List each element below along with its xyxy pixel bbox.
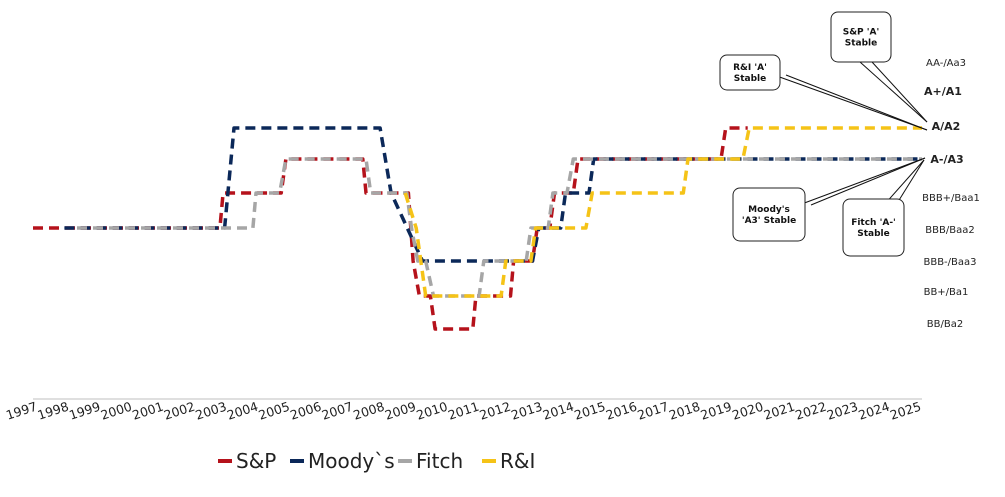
rating-labels: AA-/Aa3 A+/A1 A/A2 A-/A3 BBB+/Baa1 BBB/Baa2 BB… <box>922 58 980 330</box>
series-line-fitch <box>77 157 922 298</box>
x-tick-label: 2014 <box>541 399 576 423</box>
callout-box <box>830 11 892 63</box>
x-tick-label: 2000 <box>99 399 134 423</box>
rating-label: BB+/Ba1 <box>924 287 969 298</box>
x-tick-label: 2009 <box>383 399 418 423</box>
rating-label: A-/A3 <box>930 153 963 166</box>
callout-text: Stable <box>734 74 767 84</box>
rating-callout: R&I 'A'Stable <box>719 54 928 131</box>
callout-text: Moody's <box>748 205 790 215</box>
x-tick-label: 2017 <box>635 399 670 423</box>
rating-callout: Moody's'A3' Stable <box>732 157 926 242</box>
x-tick-label: 2024 <box>856 399 891 423</box>
rating-callout: Fitch 'A-'Stable <box>842 159 925 257</box>
x-tick-label: 2010 <box>414 399 449 423</box>
x-tick-label: 2003 <box>193 399 228 423</box>
rating-label: BBB-/Baa3 <box>923 257 976 268</box>
x-tick-label: 2013 <box>509 399 544 423</box>
legend: S&P Moody`s Fitch R&I <box>218 449 535 473</box>
x-tick-label: 2004 <box>225 399 260 423</box>
x-tick-label: 2018 <box>667 399 702 423</box>
rating-label: BBB/Baa2 <box>925 225 974 236</box>
x-tick-label: 2012 <box>478 399 513 423</box>
series-layer <box>33 126 922 331</box>
x-tick-label: 2006 <box>288 399 323 423</box>
series-line-s-p <box>33 126 748 331</box>
callout-box <box>732 187 806 242</box>
x-tick-label: 2021 <box>762 399 797 423</box>
x-tick-label: 2016 <box>604 399 639 423</box>
callout-box <box>842 198 905 257</box>
x-tick-label: 2001 <box>130 399 165 423</box>
x-tick-label: 2025 <box>888 399 923 423</box>
rating-label: A/A2 <box>932 120 961 133</box>
rating-label: A+/A1 <box>924 85 962 98</box>
rating-label: BBB+/Baa1 <box>922 193 980 204</box>
x-tick-label: 1999 <box>67 399 102 423</box>
x-tick-label: 2002 <box>162 399 197 423</box>
x-tick-label: 2015 <box>572 399 607 423</box>
legend-label: Fitch <box>416 449 463 473</box>
x-tick-label: 2007 <box>320 399 355 423</box>
legend-item: Moody`s <box>290 449 395 473</box>
callout-text: R&I 'A' <box>733 63 767 73</box>
callout-text: Fitch 'A-' <box>851 218 896 228</box>
rating-label: AA-/Aa3 <box>926 58 966 69</box>
legend-label: Moody`s <box>308 449 395 473</box>
x-tick-label: 2008 <box>351 399 386 423</box>
rating-label: BB/Ba2 <box>927 319 963 330</box>
x-tick-label: 2022 <box>793 399 828 423</box>
legend-item: Fitch <box>398 449 463 473</box>
x-tick-labels: 1997199819992000200120022003200420052006… <box>4 399 923 423</box>
legend-item: S&P <box>218 449 276 473</box>
callout-text: 'A3' Stable <box>742 216 796 226</box>
x-tick-label: 1997 <box>4 399 39 423</box>
callout-text: S&P 'A' <box>843 28 880 38</box>
legend-label: R&I <box>500 449 535 473</box>
series-line-r-i <box>403 126 922 298</box>
x-tick-label: 1998 <box>36 399 71 423</box>
x-tick-label: 2023 <box>825 399 860 423</box>
x-tick-label: 2011 <box>446 399 481 423</box>
legend-item: R&I <box>482 449 535 473</box>
rating-callout: S&P 'A'Stable <box>830 11 928 123</box>
x-tick-label: 2005 <box>257 399 292 423</box>
callout-text: Stable <box>857 229 890 239</box>
legend-label: S&P <box>236 449 276 473</box>
x-tick-label: 2020 <box>730 399 765 423</box>
x-tick-label: 2019 <box>699 399 734 423</box>
callout-box <box>719 54 781 91</box>
callout-text: Stable <box>845 39 878 49</box>
